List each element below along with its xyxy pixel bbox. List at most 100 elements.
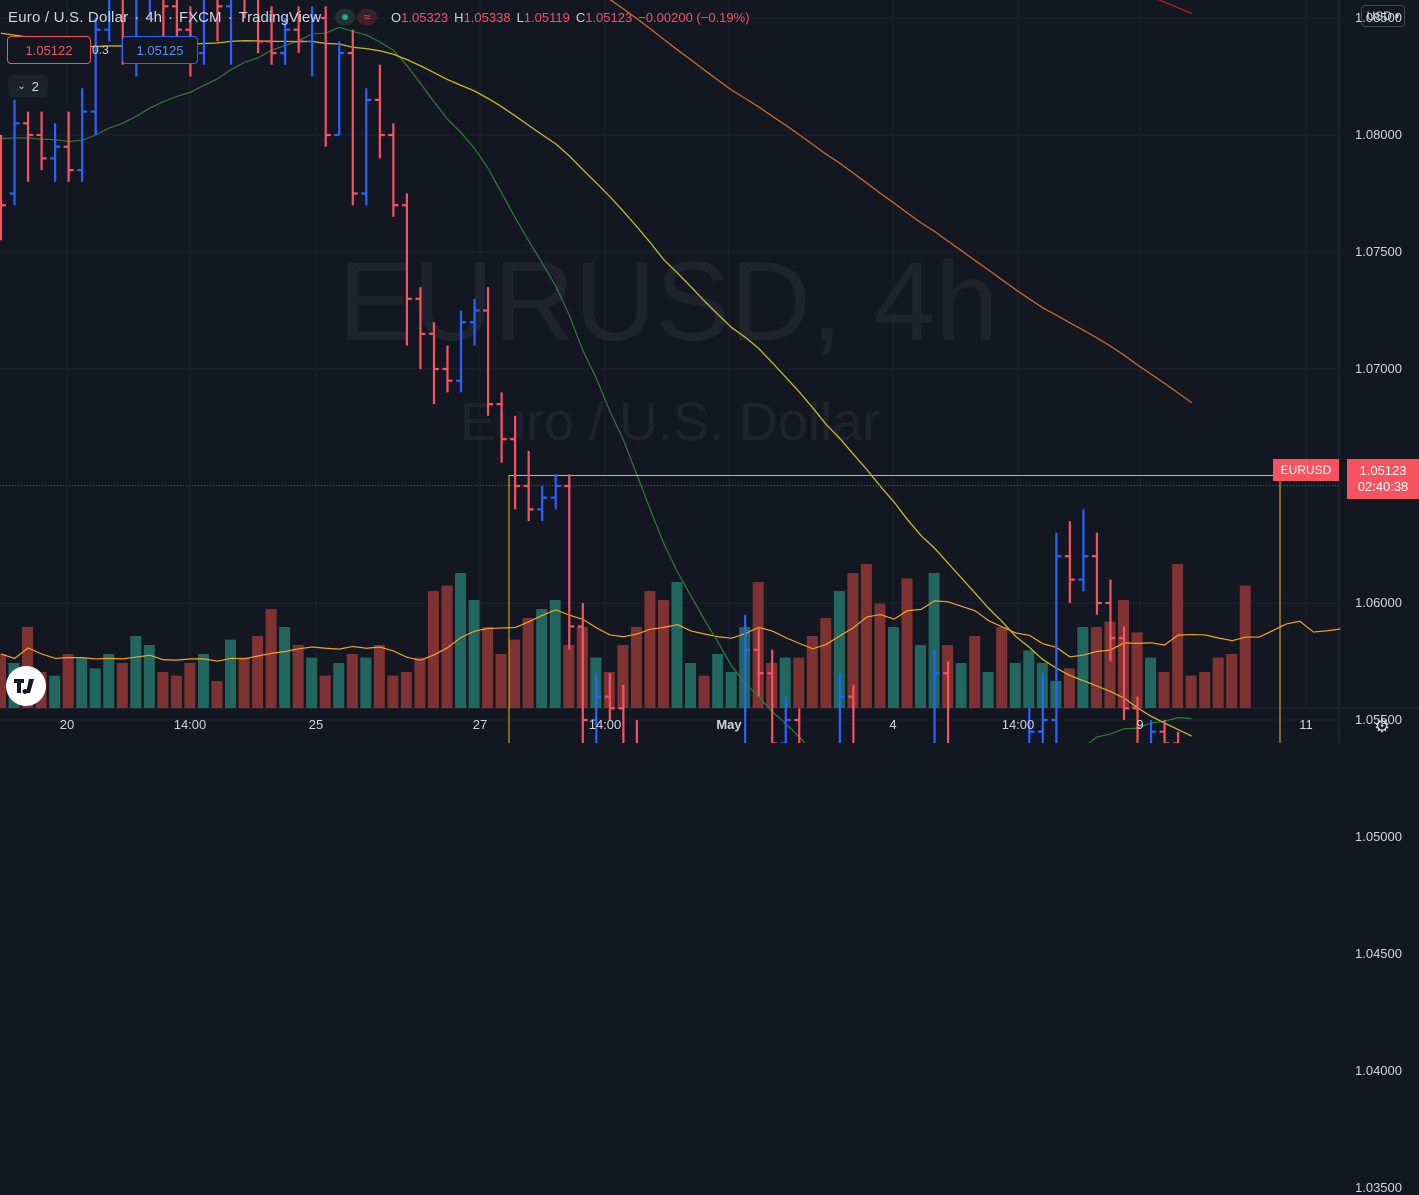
volume-bar [847, 573, 859, 708]
ohlc-bar [90, 18, 101, 135]
volume-bar [1104, 621, 1116, 708]
volume-bar [0, 654, 6, 708]
volume-bar [915, 645, 927, 708]
volume-bar [170, 675, 182, 708]
volume-bar [252, 636, 264, 708]
data-delayed-icon[interactable]: ≈ [357, 9, 378, 25]
volume-bar [306, 657, 318, 708]
separator-dot: · [134, 8, 140, 26]
volume-bar [671, 582, 683, 708]
price-axis-label: 1.08500 [1355, 10, 1402, 25]
volume-bar [427, 591, 439, 708]
price-axis-label: 1.04500 [1355, 946, 1402, 961]
volume-ma-line [0, 600, 1341, 662]
volume-bar [76, 657, 88, 708]
watermark-symbol: EURUSD, 4h [338, 239, 998, 364]
watermark-description: Euro / U.S. Dollar [460, 392, 880, 452]
exchange-label: FXCM [179, 8, 222, 26]
volume-bar [1009, 663, 1021, 708]
time-axis-label: 11 [1299, 717, 1313, 732]
ohlc-bar [564, 474, 575, 650]
ohlc-bar [36, 111, 47, 171]
volume-bar [860, 564, 872, 708]
ohlc-bar [226, 0, 233, 65]
price-axis-label: 1.06000 [1355, 595, 1402, 610]
volume-bar [1199, 672, 1211, 708]
ohlc-bar [77, 88, 88, 182]
volume-bar [779, 657, 791, 708]
ohlc-bar [483, 287, 494, 416]
ohlc-bar [1064, 521, 1075, 603]
time-axis-label: 9 [1136, 717, 1144, 732]
ohlc-bar [496, 392, 507, 463]
volume-bar [184, 663, 196, 708]
ohlc-bar [767, 649, 778, 743]
volume-bar [387, 675, 399, 708]
volume-bar [238, 657, 250, 708]
indicators-toggle[interactable]: ⌄ 2 [8, 75, 48, 97]
buy-button[interactable]: 1.05125 [122, 36, 198, 64]
ohlc-bar [63, 111, 74, 182]
time-axis-label: 4 [889, 717, 897, 732]
volume-bar [265, 609, 277, 708]
ohlc-bar [456, 310, 467, 393]
ohlc-bar [838, 673, 845, 743]
ohlc-bar [1028, 708, 1035, 743]
ohlc-bar [943, 661, 950, 743]
volume-bar [536, 609, 548, 708]
ohlc-bar [469, 298, 480, 346]
volume-bar [549, 600, 561, 708]
volume-bar [833, 591, 845, 708]
interval-label[interactable]: 4h [145, 8, 162, 26]
volume-bar [887, 627, 899, 708]
volume-bar [157, 672, 169, 708]
ohlc-bar [550, 474, 561, 510]
tradingview-logo-icon [14, 679, 34, 694]
symbol-name[interactable]: Euro / U.S. Dollar [8, 8, 129, 26]
market-status[interactable]: ≈ [335, 9, 378, 25]
ohlc-bar [510, 415, 521, 510]
currency-select[interactable]: USD ▾ [1361, 5, 1405, 27]
ohlc-bar [256, 0, 264, 54]
volume-bar [685, 663, 697, 708]
volume-bar [143, 645, 155, 708]
ohlc-bar [1078, 509, 1089, 592]
ohlc-bar [1118, 626, 1129, 720]
volume-bar [319, 675, 331, 708]
change-value: −0.00200 (−0.19%) [638, 9, 750, 25]
volume-bar [1239, 585, 1251, 708]
tradingview-logo[interactable] [6, 666, 46, 706]
time-axis-label: 14:00 [588, 717, 622, 732]
price-chart[interactable]: EURUSD, 4h Euro / U.S. Dollar [0, 0, 1419, 743]
volume-bar [346, 654, 358, 708]
volume-bar [1185, 675, 1197, 708]
ohlc-bar [293, 6, 304, 54]
ohlc-bar [1173, 731, 1180, 743]
volume-bar [103, 654, 115, 708]
ohlc-bar [216, 0, 223, 42]
volume-bar [279, 627, 291, 708]
volume-bar [698, 675, 710, 708]
low-value: 1.05119 [523, 9, 570, 25]
ohlc-bar [388, 123, 399, 217]
volume-bar [49, 675, 61, 708]
volume-bar [1131, 632, 1143, 708]
price-axis-label: 1.08000 [1355, 127, 1402, 142]
settings-gear-icon[interactable]: ⚙ [1374, 716, 1391, 736]
volume-bar [874, 603, 886, 708]
sell-button[interactable]: 1.05122 [7, 36, 91, 64]
volume-bar [644, 591, 656, 708]
volume-bar [1077, 627, 1089, 708]
market-open-icon[interactable] [335, 9, 356, 25]
volume-bar [225, 639, 237, 708]
ohlc-bar [780, 696, 791, 743]
time-axis-label: 20 [59, 717, 75, 732]
volume-bar [62, 654, 74, 708]
volume-bar [414, 657, 426, 708]
last-price-value: 1.05123 02:40:38 [1347, 459, 1419, 499]
volume-bar [292, 645, 304, 708]
bar-countdown: 02:40:38 [1357, 479, 1409, 494]
separator-dot: · [227, 8, 233, 26]
ohlc-bar [618, 684, 625, 743]
ohlc-bar [104, 0, 111, 42]
